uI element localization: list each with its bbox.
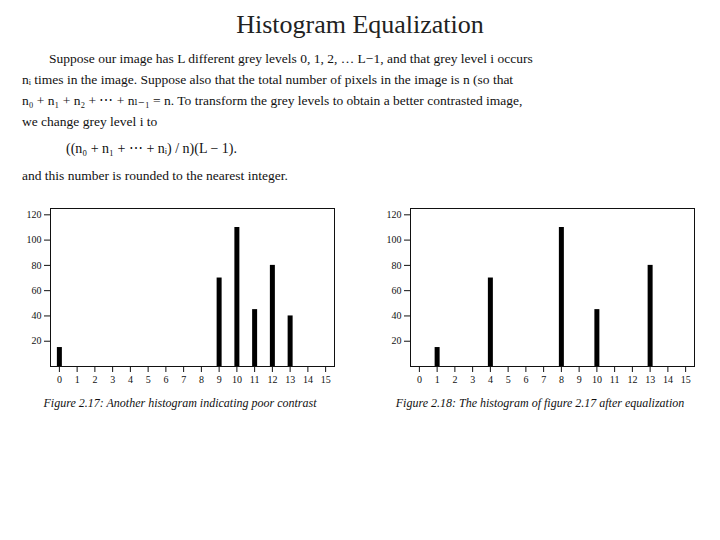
svg-text:15: 15 <box>321 374 331 385</box>
html-text:((n₀ + n₁ + ⋯ + nᵢ) / n)(L − 1: ((n₀ + n₁ + ⋯ + nᵢ) / n)(L − 1). <box>66 141 237 156</box>
svg-text:9: 9 <box>217 374 222 385</box>
svg-text:80: 80 <box>392 260 402 271</box>
svg-text:11: 11 <box>610 374 620 385</box>
svg-text:13: 13 <box>285 374 295 385</box>
svg-text:20: 20 <box>392 335 402 346</box>
svg-text:0: 0 <box>57 374 62 385</box>
svg-text:100: 100 <box>387 234 402 245</box>
svg-text:2: 2 <box>452 374 457 385</box>
svg-text:5: 5 <box>146 374 151 385</box>
svg-text:100: 100 <box>27 234 42 245</box>
svg-text:40: 40 <box>392 310 402 321</box>
svg-text:11: 11 <box>250 374 260 385</box>
html-text:Figure 2.17: Another histogram: Figure 2.17: Another histogram indicatin… <box>43 396 317 410</box>
svg-text:4: 4 <box>128 374 133 385</box>
svg-text:10: 10 <box>592 374 602 385</box>
html-text:Histogram Equalization: Histogram Equalization <box>236 10 484 39</box>
svg-text:120: 120 <box>387 209 402 220</box>
svg-text:2: 2 <box>92 374 97 385</box>
svg-text:1: 1 <box>75 374 80 385</box>
svg-text:1: 1 <box>435 374 440 385</box>
svg-text:5: 5 <box>506 374 511 385</box>
svg-text:8: 8 <box>559 374 564 385</box>
html-text:Figure 2.18: The histogram of: Figure 2.18: The histogram of figure 2.1… <box>395 396 685 410</box>
html-text:n₀ + n₁ + n₂ + ⋯ + nₗ₋₁ = n. T: n₀ + n₁ + n₂ + ⋯ + nₗ₋₁ = n. To transfor… <box>22 93 523 108</box>
svg-text:3: 3 <box>470 374 475 385</box>
html-text:and this number is rounded to: and this number is rounded to the neares… <box>22 168 288 183</box>
html-text:nᵢ times in the image. Suppose: nᵢ times in the image. Suppose also that… <box>22 72 514 87</box>
svg-text:12: 12 <box>267 374 277 385</box>
svg-text:4: 4 <box>488 374 493 385</box>
svg-text:12: 12 <box>627 374 637 385</box>
html-text:Suppose our image has L differ: Suppose our image has L different grey l… <box>49 51 533 66</box>
svg-text:14: 14 <box>303 374 313 385</box>
svg-text:6: 6 <box>523 374 528 385</box>
svg-text:9: 9 <box>577 374 582 385</box>
svg-text:13: 13 <box>645 374 655 385</box>
svg-text:7: 7 <box>541 374 546 385</box>
svg-text:60: 60 <box>32 285 42 296</box>
svg-text:120: 120 <box>27 209 42 220</box>
svg-text:40: 40 <box>32 310 42 321</box>
svg-text:60: 60 <box>392 285 402 296</box>
svg-text:10: 10 <box>232 374 242 385</box>
svg-text:15: 15 <box>681 374 691 385</box>
svg-text:80: 80 <box>32 260 42 271</box>
svg-text:3: 3 <box>110 374 115 385</box>
svg-text:0: 0 <box>417 374 422 385</box>
svg-text:7: 7 <box>181 374 186 385</box>
html-text:we change grey level i to: we change grey level i to <box>22 114 158 129</box>
svg-text:8: 8 <box>199 374 204 385</box>
svg-text:6: 6 <box>163 374 168 385</box>
svg-text:14: 14 <box>663 374 673 385</box>
svg-text:20: 20 <box>32 335 42 346</box>
